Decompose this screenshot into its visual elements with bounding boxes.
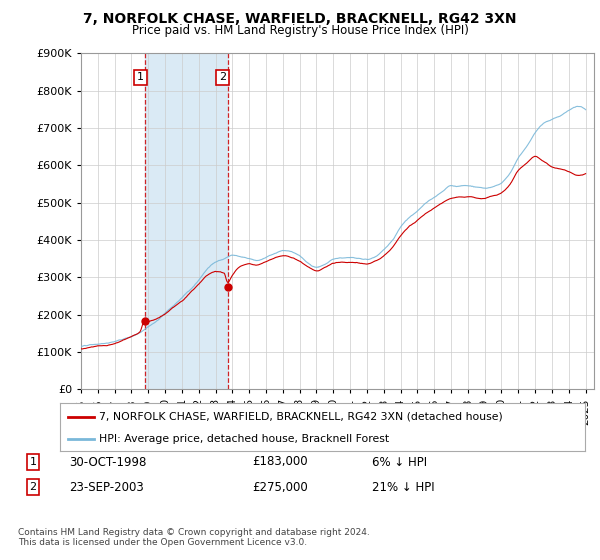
Text: £183,000: £183,000 <box>252 455 308 469</box>
Text: 7, NORFOLK CHASE, WARFIELD, BRACKNELL, RG42 3XN: 7, NORFOLK CHASE, WARFIELD, BRACKNELL, R… <box>83 12 517 26</box>
Text: HPI: Average price, detached house, Bracknell Forest: HPI: Average price, detached house, Brac… <box>100 434 389 444</box>
Text: £275,000: £275,000 <box>252 480 308 494</box>
Text: Contains HM Land Registry data © Crown copyright and database right 2024.
This d: Contains HM Land Registry data © Crown c… <box>18 528 370 547</box>
Text: 2: 2 <box>219 72 226 82</box>
Bar <box>145 53 227 389</box>
Bar <box>581 53 594 389</box>
Text: 1: 1 <box>137 72 144 82</box>
Text: 6% ↓ HPI: 6% ↓ HPI <box>372 455 427 469</box>
Text: Price paid vs. HM Land Registry's House Price Index (HPI): Price paid vs. HM Land Registry's House … <box>131 24 469 36</box>
Text: 1: 1 <box>29 457 37 467</box>
Text: 30-OCT-1998: 30-OCT-1998 <box>69 455 146 469</box>
Text: 2: 2 <box>29 482 37 492</box>
Text: 21% ↓ HPI: 21% ↓ HPI <box>372 480 434 494</box>
Text: 23-SEP-2003: 23-SEP-2003 <box>69 480 144 494</box>
Text: 7, NORFOLK CHASE, WARFIELD, BRACKNELL, RG42 3XN (detached house): 7, NORFOLK CHASE, WARFIELD, BRACKNELL, R… <box>100 412 503 422</box>
